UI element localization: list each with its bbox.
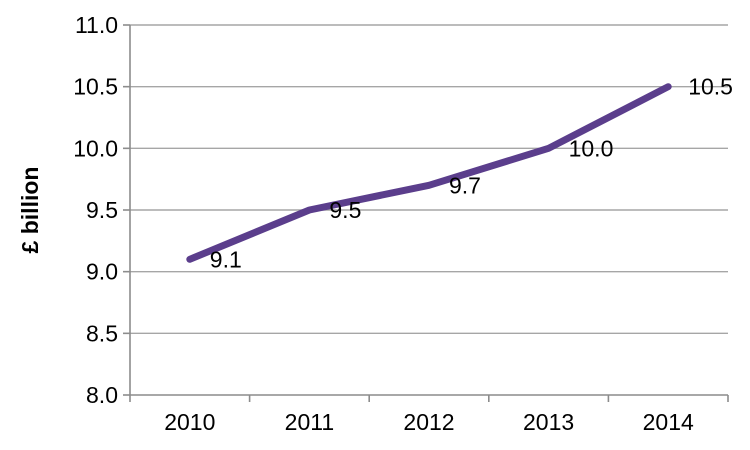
y-tick-label: 8.0 xyxy=(86,382,118,408)
labels-layer: 8.0 8.5 9.0 9.5 10.0 10.5 11.0 2010 2011 2012 2013… xyxy=(73,12,733,435)
x-tick-label: 2014 xyxy=(643,409,694,435)
axes-layer xyxy=(123,24,729,402)
series-layer xyxy=(186,83,672,263)
x-tick-label: 2010 xyxy=(164,409,215,435)
y-tick-label: 8.5 xyxy=(86,320,118,346)
y-tick-label: 10.0 xyxy=(73,135,118,161)
y-tick-label: 9.0 xyxy=(86,259,118,285)
y-axis-title: £ billion xyxy=(17,167,43,254)
y-tick-label: 10.5 xyxy=(73,74,118,100)
data-point-label: 9.7 xyxy=(449,172,481,198)
x-tick-label: 2011 xyxy=(285,409,334,435)
data-point-label: 9.5 xyxy=(329,197,361,223)
x-tick-label: 2012 xyxy=(403,409,454,435)
data-point-label: 9.1 xyxy=(210,246,242,272)
data-point-label: 10.0 xyxy=(569,135,614,161)
data-point-label: 10.5 xyxy=(688,74,733,100)
gridlines-layer xyxy=(130,24,728,335)
y-tick-label: 9.5 xyxy=(86,197,118,223)
x-tick-label: 2013 xyxy=(523,409,574,435)
y-tick-label: 11.0 xyxy=(75,12,118,38)
data-line-series xyxy=(186,83,672,263)
